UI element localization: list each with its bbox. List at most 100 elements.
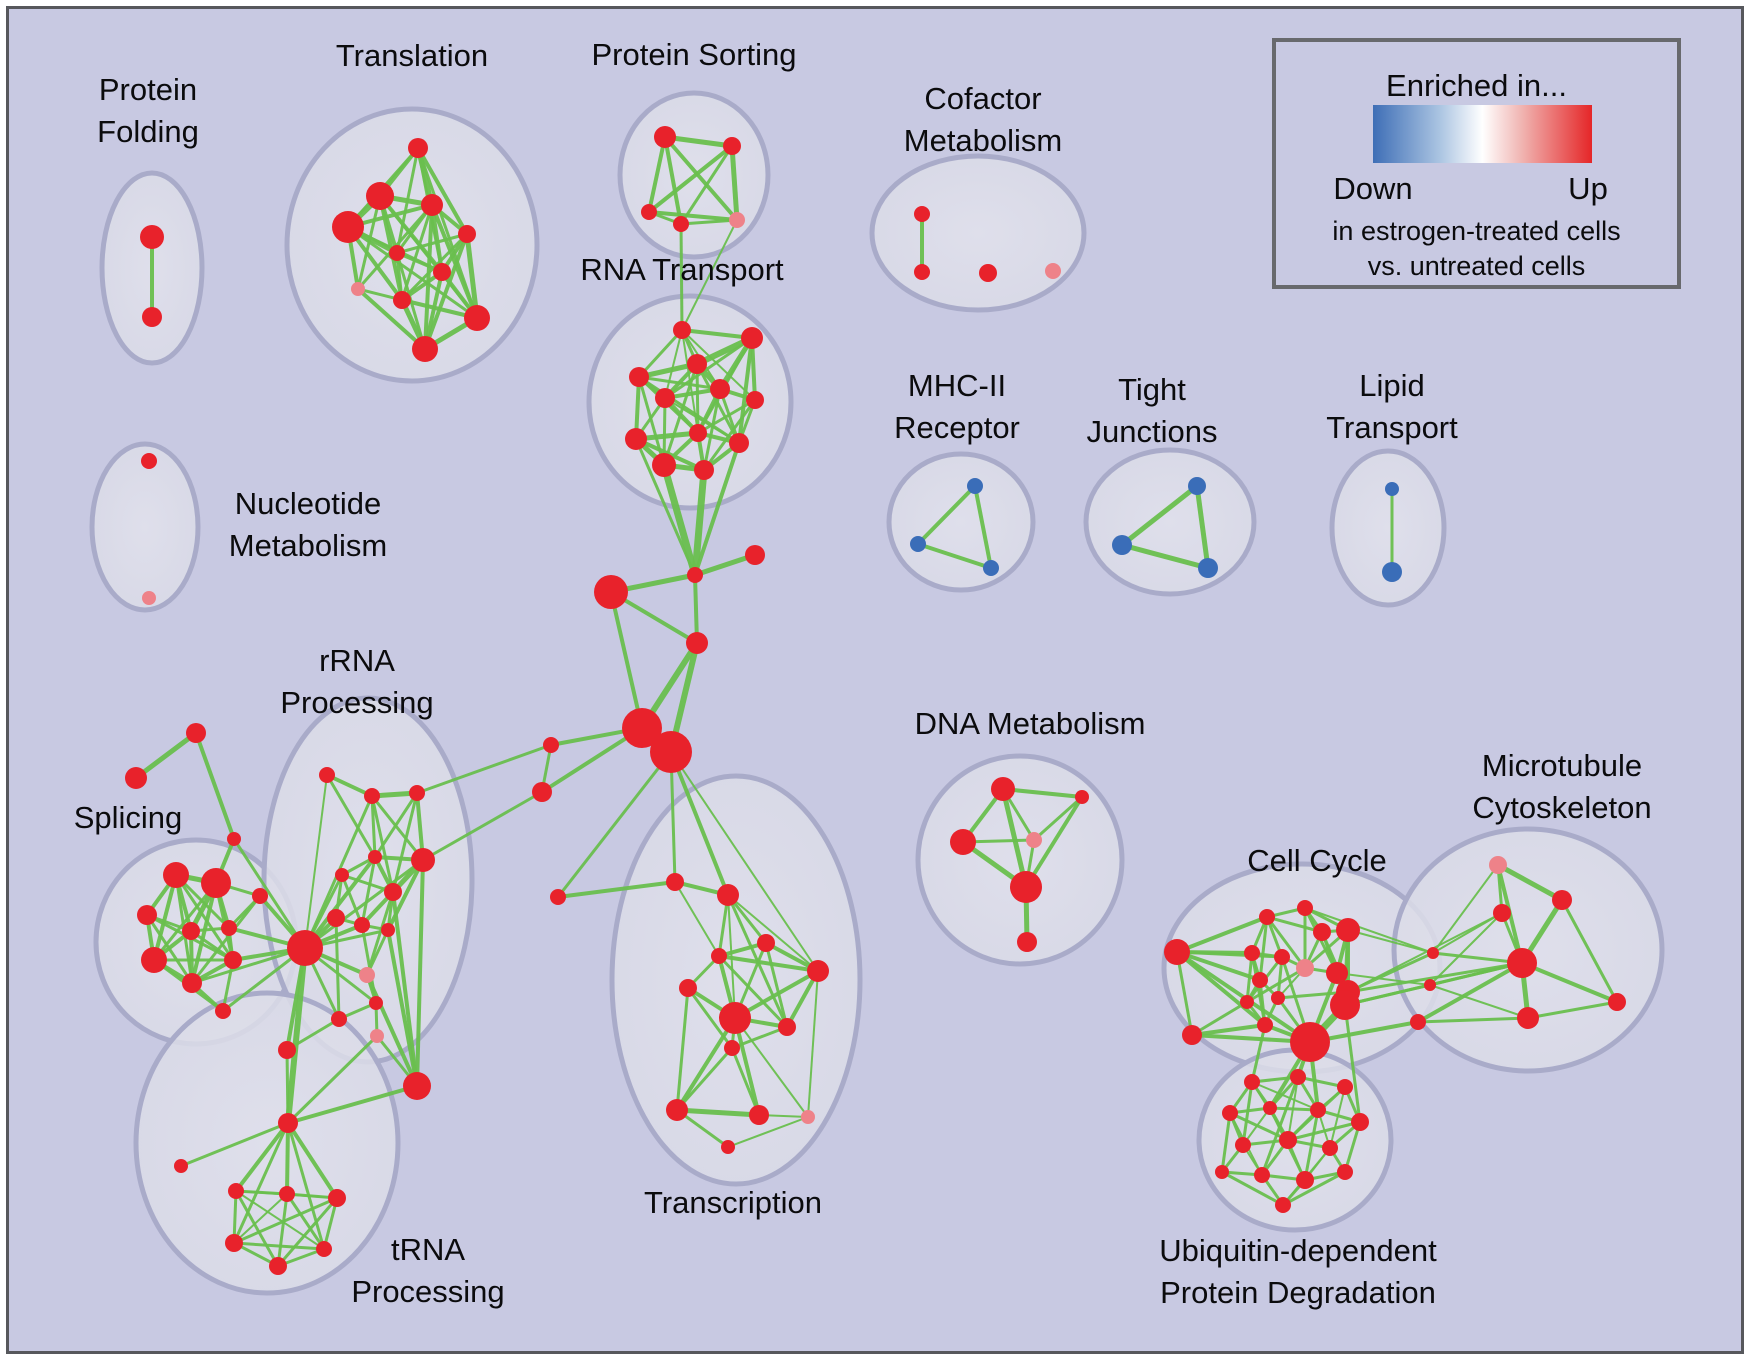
edge [670, 751, 819, 972]
node [366, 182, 394, 210]
node [594, 575, 628, 609]
node [679, 979, 697, 997]
edge [234, 1190, 280, 1267]
edge [733, 1017, 761, 1116]
edge [233, 1241, 325, 1251]
edge [702, 388, 722, 471]
edge [285, 1049, 290, 1124]
edge [1417, 1016, 1529, 1024]
edge [691, 469, 708, 576]
node [687, 567, 703, 583]
edge [664, 397, 740, 444]
edge [304, 774, 328, 949]
edge [693, 574, 699, 644]
legend-color-gradient-bar [1373, 105, 1592, 163]
node [354, 917, 370, 933]
edge [190, 895, 262, 984]
edge [737, 337, 754, 444]
edge [679, 145, 734, 225]
node [967, 478, 983, 494]
edge [365, 974, 419, 1087]
cluster-label-nucleotide-metabolism: Nucleotide [235, 486, 381, 521]
edge [1241, 1081, 1254, 1146]
node [532, 782, 552, 802]
edge [1266, 915, 1323, 934]
cluster-label-trna-processing: Processing [351, 1274, 504, 1309]
edge [1304, 907, 1434, 954]
node [641, 204, 657, 220]
node [458, 225, 476, 243]
edge [1429, 961, 1523, 987]
node [252, 888, 268, 904]
edge [286, 1017, 340, 1052]
edge [647, 144, 734, 214]
edge [694, 552, 756, 578]
node [629, 367, 649, 387]
node [1382, 562, 1402, 582]
cluster-ellipse-cofactor-metabolism [869, 153, 1087, 313]
edge [681, 219, 738, 331]
node [729, 212, 745, 228]
edge [1347, 961, 1523, 994]
edge [234, 1121, 290, 1193]
cluster-label-lipid-transport: Lipid [1359, 368, 1425, 403]
edge [415, 859, 425, 1087]
node [1337, 1164, 1353, 1180]
edge [764, 942, 789, 1028]
node [1075, 790, 1089, 804]
node [335, 868, 349, 882]
node [1290, 1022, 1330, 1062]
legend-down-label: Down [1333, 171, 1413, 206]
node [1263, 1101, 1277, 1115]
cluster-label-tight-junctions: Junctions [1087, 414, 1218, 449]
node [370, 1029, 384, 1043]
edge [152, 874, 178, 961]
edge [370, 795, 425, 861]
edge [1297, 1075, 1346, 1089]
edge [727, 894, 819, 972]
edge [1250, 1024, 1267, 1083]
edge [697, 398, 756, 435]
edge [663, 135, 739, 222]
node [142, 307, 162, 327]
node [1244, 1074, 1260, 1090]
node [1517, 1007, 1539, 1029]
edge [556, 751, 673, 898]
edge [430, 204, 479, 319]
node [1337, 1079, 1353, 1095]
node [384, 883, 402, 901]
edge [717, 954, 789, 1029]
node [182, 922, 200, 940]
node [408, 138, 428, 158]
edge [557, 880, 676, 899]
cluster-ellipse-rna-transport [586, 293, 794, 511]
edge [1220, 1112, 1232, 1173]
legend-title: Enriched in... [1386, 68, 1567, 103]
node [186, 723, 206, 743]
edge [285, 1193, 326, 1250]
node [331, 1011, 347, 1027]
node [1424, 979, 1436, 991]
edge [648, 210, 738, 222]
node [142, 591, 156, 605]
node [1259, 909, 1275, 925]
node [368, 850, 382, 864]
node [1026, 832, 1042, 848]
node [686, 632, 708, 654]
node [1507, 948, 1537, 978]
node [328, 1189, 346, 1207]
edge [680, 218, 738, 226]
node [543, 737, 559, 753]
node [182, 973, 202, 993]
node [409, 785, 425, 801]
edge [365, 891, 395, 976]
edge [730, 1047, 761, 1116]
node [1252, 972, 1268, 988]
edge [1265, 916, 1307, 969]
cluster-label-splicing: Splicing [74, 800, 183, 835]
edge [1417, 961, 1523, 1024]
node [1244, 945, 1260, 961]
node [807, 960, 829, 982]
edge [681, 328, 753, 340]
edge [347, 225, 478, 320]
